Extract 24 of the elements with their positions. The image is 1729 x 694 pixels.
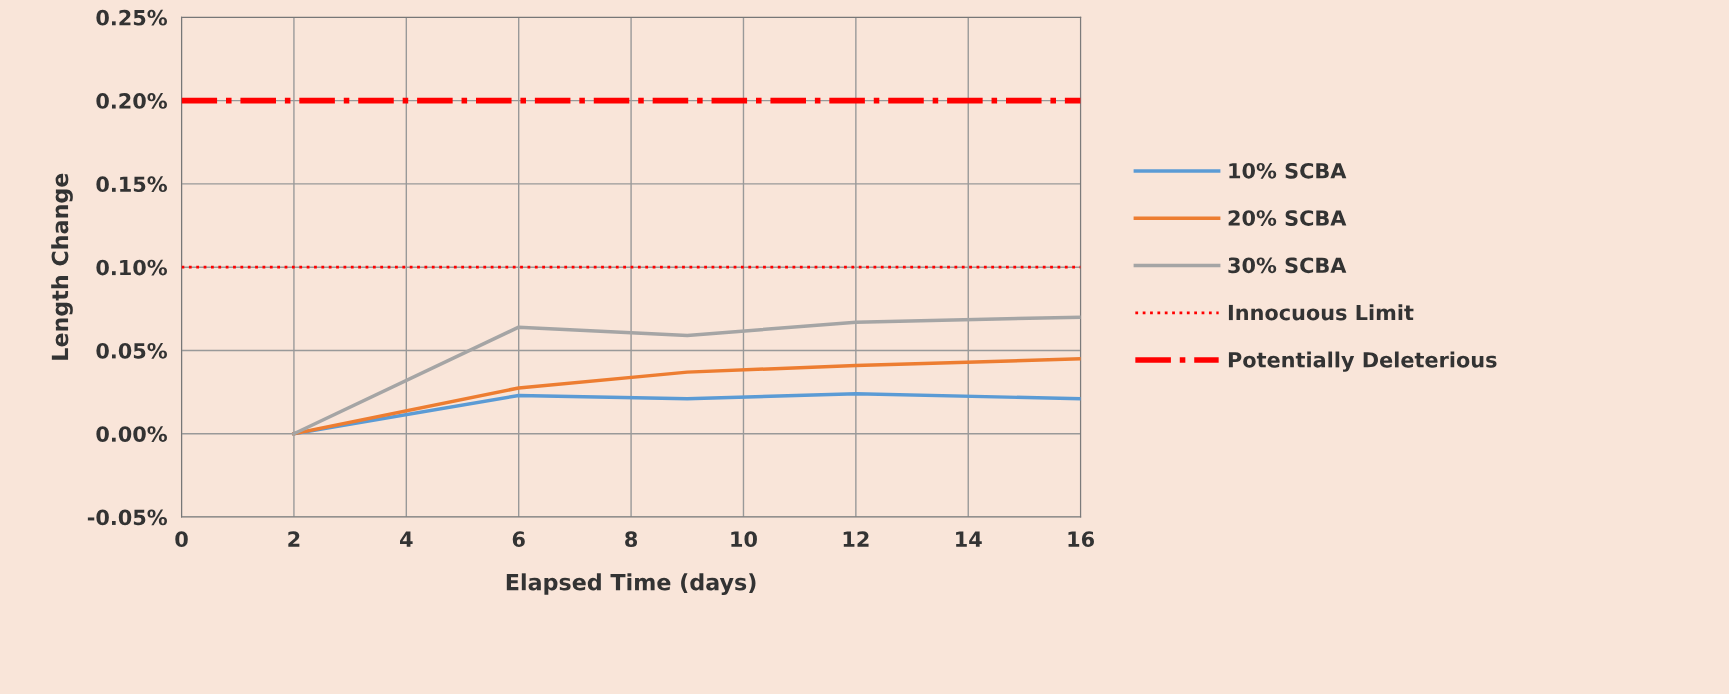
legend-label: 10% SCBA xyxy=(1229,162,1347,179)
legend-label: Innocuous Limit xyxy=(1228,304,1414,321)
legend-label: Potentially Deleterious xyxy=(1228,351,1497,372)
legend-label: 30% SCBA xyxy=(1228,257,1347,274)
y-tick-label: 0.00% xyxy=(96,426,167,442)
y-tick-label: 0.20% xyxy=(96,93,167,109)
x-tick-label: 14 xyxy=(956,531,982,547)
y-tick-label: 0.15% xyxy=(96,176,167,193)
x-tick-label: 4 xyxy=(400,531,413,547)
legend-label: 20% SCBA xyxy=(1228,210,1347,226)
x-tick-label: 2 xyxy=(288,531,300,547)
y-tick-label: 0.25% xyxy=(96,9,167,26)
y-tick-label: -0.05% xyxy=(87,509,167,526)
x-tick-label: 16 xyxy=(1068,531,1094,548)
x-tick-label: 6 xyxy=(512,531,525,548)
line-series xyxy=(292,357,1081,436)
x-tick-label: 0 xyxy=(175,531,188,548)
x-tick-label: 12 xyxy=(843,531,869,547)
y-tick-label: 0.05% xyxy=(96,342,167,359)
x-axis-title: Elapsed Time (days) xyxy=(506,573,756,595)
y-tick-label: 0.10% xyxy=(96,259,167,276)
x-tick-label: 10 xyxy=(731,531,757,548)
x-tick-label: 8 xyxy=(625,531,638,548)
y-axis-title: Length Change xyxy=(51,173,73,360)
